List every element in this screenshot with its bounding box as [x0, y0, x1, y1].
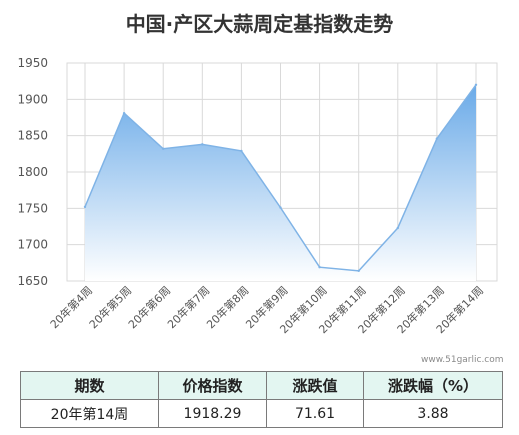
header-period: 期数 [20, 371, 159, 400]
data-point [357, 269, 360, 273]
series-index [83, 83, 478, 281]
y-tick-label: 1950 [17, 56, 48, 70]
cell-price-index: 1918.29 [158, 399, 267, 428]
data-point [201, 143, 204, 146]
y-tick-label: 1850 [17, 129, 48, 143]
data-point [83, 205, 87, 209]
header-price-index: 价格指数 [158, 371, 267, 400]
y-tick-label: 1900 [17, 92, 48, 106]
chart-area: 1650 1700 1750 1800 1850 1900 1950 20年第4周20年第5… [17, 56, 498, 336]
summary-header-row: 期数 价格指数 涨跌值 涨跌幅（%） [20, 371, 503, 400]
chart-title: 中国·产区大蒜周定基指数走势 [125, 12, 394, 36]
watermark-text: www.51garlic.com [421, 355, 504, 365]
area-fill [85, 84, 476, 281]
y-tick-label: 1800 [17, 165, 48, 179]
data-point [279, 206, 282, 209]
header-change-value: 涨跌值 [266, 371, 364, 400]
summary-data-row: 20年第14周 1918.29 71.61 3.88 [20, 399, 503, 428]
y-tick-label: 1700 [17, 238, 48, 252]
data-point [474, 83, 478, 87]
data-point [435, 137, 439, 140]
data-point [396, 226, 399, 230]
cell-change-value: 71.61 [266, 399, 364, 428]
cell-change-percent: 3.88 [363, 399, 503, 428]
data-point [240, 149, 243, 153]
y-tick-label: 1650 [17, 274, 48, 288]
y-tick-label: 1750 [17, 201, 48, 215]
data-point [162, 147, 165, 150]
x-axis: 20年第4周20年第5周20年第6周20年第7周20年第8周20年第9周20年第… [47, 283, 486, 336]
header-change-percent: 涨跌幅（%） [363, 371, 503, 400]
summary-table: 期数 价格指数 涨跌值 涨跌幅（%） 20年第14周 1918.29 71.61… [20, 371, 503, 428]
cell-period: 20年第14周 [20, 399, 159, 428]
y-axis: 1650 1700 1750 1800 1850 1900 1950 [17, 56, 48, 288]
data-point [122, 111, 126, 115]
data-point [318, 265, 321, 269]
